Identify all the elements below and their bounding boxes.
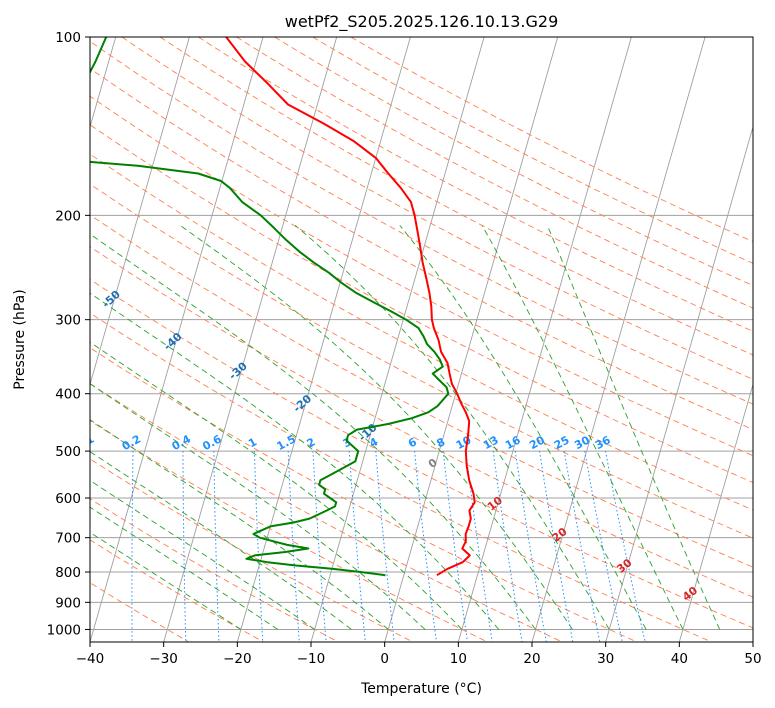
dewpoint-profile <box>90 37 450 577</box>
mixing-ratio-label: 20 <box>527 433 547 452</box>
mixing-ratio-line <box>312 451 327 642</box>
y-tick-label: 300 <box>55 313 81 329</box>
mixing-ratio-line <box>82 451 86 642</box>
mixing-ratio-line <box>465 451 493 642</box>
y-tick-label: 200 <box>55 208 81 224</box>
mixing-ratio-line <box>442 451 468 642</box>
dry-adiabat-line <box>90 67 753 431</box>
mixing-ratio-line <box>213 451 220 642</box>
y-tick-label: 600 <box>55 491 81 507</box>
mixing-ratio-label: 0.1 <box>73 432 96 453</box>
x-tick-label: −30 <box>149 651 178 667</box>
moist-adiabat-line <box>90 292 500 630</box>
isotherm-line <box>310 37 485 642</box>
moist-adiabat-line <box>294 225 610 630</box>
y-axis-label: Pressure (hPa) <box>12 289 28 389</box>
isotherm-line <box>605 125 753 642</box>
moist-adiabat-line <box>546 225 721 630</box>
axis-ticks: −40 −30 −20 −10 0 10 20 30 40 50 100 200 300 400 500 60… <box>47 30 762 667</box>
plot-area <box>90 37 753 642</box>
x-tick-label: −40 <box>76 651 105 667</box>
x-tick-label: 10 <box>450 651 467 667</box>
mixing-ratio-line <box>605 451 646 642</box>
isotherm-line <box>384 37 559 642</box>
mixing-ratio-line <box>348 451 366 642</box>
moist-adiabat-line <box>179 225 573 630</box>
x-tick-label: −10 <box>297 651 326 667</box>
x-tick-label: −20 <box>223 651 252 667</box>
dry-adiabat-line <box>90 95 753 457</box>
mixing-ratio-line <box>253 451 264 642</box>
background-lines <box>82 37 753 642</box>
dry-adiabat-label: -60 <box>40 237 64 260</box>
mixing-ratio-line <box>182 451 187 642</box>
moist-adiabat-line <box>399 225 647 630</box>
isotherm-line <box>90 37 264 642</box>
mixing-ratio-line <box>584 451 623 642</box>
dry-adiabat-line <box>90 383 563 642</box>
mixing-ratio-line <box>514 451 547 642</box>
x-tick-label: 0 <box>380 651 389 667</box>
mixing-ratio-label: 36 <box>593 433 613 452</box>
isotherm-line <box>531 37 706 642</box>
x-tick-label: 30 <box>597 651 614 667</box>
isotherm-line <box>163 37 338 642</box>
mixing-ratio-line <box>414 451 437 642</box>
isotherm-line <box>457 37 632 642</box>
dry-adiabat-line <box>90 312 712 642</box>
moist-adiabat-line <box>90 341 463 630</box>
x-tick-label: 20 <box>523 651 540 667</box>
chart-title: wetPf2_S205.2025.126.10.13.G29 <box>285 12 559 32</box>
dry-adiabat-line <box>90 420 488 642</box>
mixing-ratio-label: 16 <box>503 433 523 452</box>
dry-adiabat-line <box>274 37 753 287</box>
dry-adiabat-line <box>90 183 753 539</box>
dry-adiabat-line <box>198 37 753 332</box>
dry-adiabat-line <box>350 37 753 243</box>
temperature-profile <box>225 37 476 577</box>
profiles <box>90 37 476 577</box>
x-tick-label: 40 <box>671 651 688 667</box>
moist-adiabat-line <box>481 225 684 630</box>
mixing-ratio-line <box>287 451 300 642</box>
moist-adiabat-line <box>90 233 536 630</box>
y-tick-label: 400 <box>55 387 81 403</box>
y-tick-label: 800 <box>55 565 81 581</box>
plot-frame <box>89 36 754 643</box>
x-axis-label: Temperature (°C) <box>360 681 482 697</box>
moist-adiabat-line <box>90 383 426 630</box>
y-tick-label: 100 <box>55 30 81 46</box>
isotherm-line <box>236 37 411 642</box>
mixing-ratio-line <box>375 451 395 642</box>
mixing-ratio-label: 10 <box>454 433 474 452</box>
mixing-ratio-line <box>131 451 134 642</box>
dry-adiabat-line <box>159 37 753 356</box>
dry-adiabat-line <box>90 40 753 405</box>
dry-adiabat-label: -70 <box>0 188 4 211</box>
dry-adiabat-line <box>90 124 753 483</box>
dry-adiabat-line <box>90 539 264 642</box>
moist-adiabat-line <box>90 506 279 630</box>
dry-adiabat-line <box>90 278 753 629</box>
dry-adiabat-line <box>90 214 753 568</box>
y-tick-label: 1000 <box>47 622 81 638</box>
y-tick-label: 500 <box>55 444 81 460</box>
mixing-ratio-line <box>492 451 523 642</box>
dry-adiabat-line <box>121 37 753 380</box>
moist-adiabat-line <box>90 451 352 630</box>
isotherm-line <box>678 382 753 642</box>
y-tick-label: 900 <box>55 595 81 611</box>
mixing-ratio-label: 25 <box>552 433 572 452</box>
y-tick-label: 700 <box>55 531 81 547</box>
mixing-ratio-label: 13 <box>481 433 501 452</box>
isotherm-line <box>90 37 190 387</box>
x-tick-label: 50 <box>744 651 761 667</box>
mixing-ratio-label: 30 <box>572 433 592 452</box>
isotherm-line <box>752 640 753 642</box>
dry-adiabat-line <box>90 246 753 598</box>
moist-adiabat-line <box>90 479 315 630</box>
